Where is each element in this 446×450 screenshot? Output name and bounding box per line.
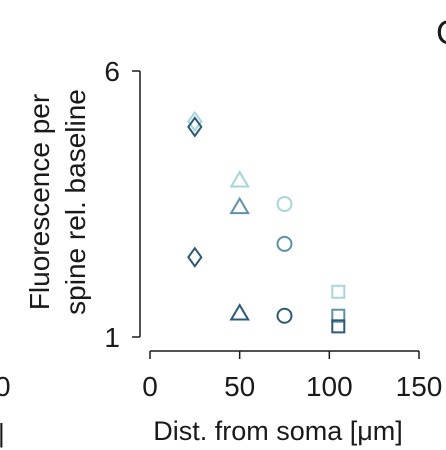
left-neighbor-tick-label: 0 [0,371,11,402]
point-circle [276,235,293,252]
point-diamond [187,116,203,138]
panel-label: C [436,14,446,52]
x-axis-label: Dist. from soma [μm] [153,416,403,446]
point-diamond [187,246,203,268]
point-circle [276,196,293,212]
y-tick-label: 6 [104,56,120,87]
point-square [331,308,346,323]
y-ticks: 16 [104,56,140,353]
x-ticks: 0 50 100 150 [142,351,442,402]
point-diamond [187,110,203,133]
y-axis-label: Fluorescence per spine rel. baseline [24,89,91,315]
point-triangle [229,196,250,215]
point-square [331,284,346,299]
data-points [187,110,346,334]
x-tick-label: 150 [396,371,443,402]
y-tick-label: 1 [104,322,120,353]
point-square [331,319,346,334]
point-triangle [229,170,250,188]
point-triangle [229,303,250,321]
left-neighbor-bar-mark: | [0,418,5,448]
point-circle [276,307,293,324]
x-tick-label: 50 [224,371,255,402]
y-axis-label-line-1: Fluorescence per [24,94,55,310]
x-tick-label: 100 [306,371,353,402]
y-axis-label-line-2: spine rel. baseline [60,89,91,315]
x-tick-label: 0 [142,371,158,402]
